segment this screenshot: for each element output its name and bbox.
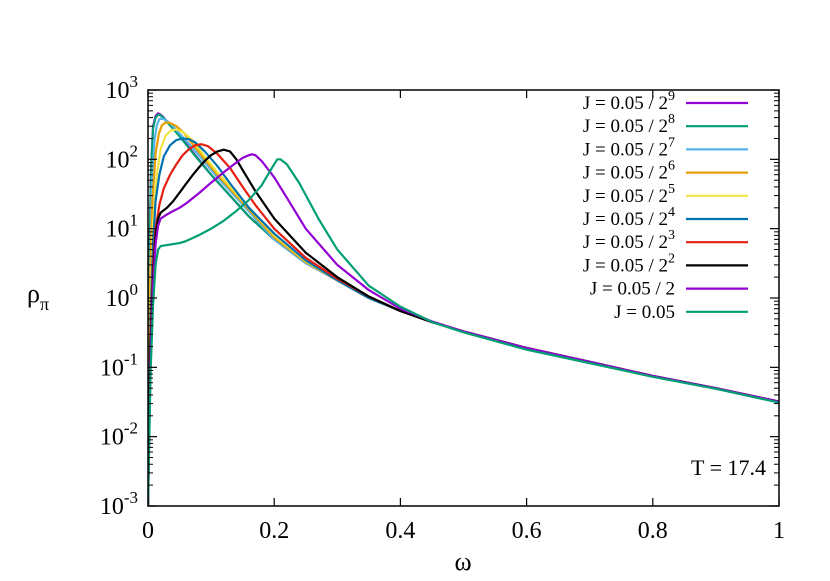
y-tick-label: 100 [106, 280, 139, 312]
legend-entry-label: J = 0.05 / 29 [583, 89, 675, 114]
x-axis-ticks: 0 0.2 0.4 0.6 0.8 1 [142, 90, 785, 544]
legend-entry-label: J = 0.05 / 2 [590, 279, 675, 300]
y-tick-label-base: 10 [100, 494, 124, 520]
legend-entry-exponent: 8 [668, 112, 675, 127]
legend-entry-label: J = 0.05 / 27 [583, 135, 675, 160]
legend-entry-name: J = 0.05 [614, 302, 675, 323]
series-line-10 [148, 158, 779, 506]
legend-entry-name: J = 0.05 / 2 [583, 209, 668, 230]
y-tick-label: 101 [106, 211, 139, 243]
legend-entry-name: J = 0.05 / 2 [583, 139, 668, 160]
y-tick-label: 102 [106, 141, 139, 173]
legend-entry-exponent: 5 [668, 182, 675, 197]
x-tick-label: 0.2 [259, 518, 289, 544]
legend-entry-name: J = 0.05 / 2 [583, 163, 668, 184]
y-tick-label-exponent: 3 [130, 72, 139, 91]
legend-entry-label: J = 0.05 [614, 302, 675, 323]
x-axis-label: ω [454, 547, 471, 576]
legend-entry-exponent: 6 [668, 159, 675, 174]
legend-entry-name: J = 0.05 / 2 [583, 93, 668, 114]
x-tick-label: 1 [773, 518, 785, 544]
y-tick-label-exponent: 1 [130, 211, 139, 230]
legend-entry-exponent: 7 [668, 135, 675, 150]
y-tick-label-exponent: -3 [124, 488, 138, 507]
y-tick-label-exponent: -1 [124, 349, 138, 368]
legend: J = 0.05 / 29J = 0.05 / 28J = 0.05 / 27J… [583, 89, 748, 323]
y-tick-label-exponent: 0 [130, 280, 139, 299]
x-tick-label: 0.6 [512, 518, 542, 544]
series-layer [148, 112, 779, 506]
legend-entry-name: J = 0.05 / 2 [583, 116, 668, 137]
y-axis-label-subscript: π [40, 294, 49, 314]
y-tick-label-exponent: 2 [130, 141, 139, 160]
legend-entry-exponent: 4 [668, 205, 675, 220]
y-tick-label-base: 10 [106, 78, 130, 104]
legend-entry-exponent: 9 [668, 89, 675, 104]
y-axis-label: ρπ [27, 279, 49, 314]
legend-entry-label: J = 0.05 / 23 [583, 228, 675, 253]
y-tick-label: 10-1 [100, 349, 138, 381]
legend-entry-label: J = 0.05 / 28 [583, 112, 675, 137]
legend-entry-label: J = 0.05 / 24 [583, 205, 675, 230]
x-tick-label: 0 [142, 518, 154, 544]
x-tick-label: 0.4 [385, 518, 415, 544]
x-tick-label: 0.8 [638, 518, 668, 544]
legend-entry-label: J = 0.05 / 22 [583, 251, 675, 276]
y-tick-label-base: 10 [106, 286, 130, 312]
y-tick-label-base: 10 [100, 355, 124, 381]
legend-entry-exponent: 2 [668, 251, 675, 266]
y-tick-label: 10-3 [100, 488, 138, 520]
y-tick-label-exponent: -2 [124, 419, 138, 438]
legend-entry-label: J = 0.05 / 25 [583, 182, 675, 207]
y-tick-label-base: 10 [106, 147, 130, 173]
legend-entry-name: J = 0.05 / 2 [590, 279, 675, 300]
legend-entry-name: J = 0.05 / 2 [583, 186, 668, 207]
temperature-annotation: T = 17.4 [691, 455, 766, 480]
legend-entry-label: J = 0.05 / 26 [583, 159, 675, 184]
y-tick-label: 103 [106, 72, 139, 104]
legend-entry-name: J = 0.05 / 2 [583, 255, 668, 276]
y-tick-label: 10-2 [100, 419, 138, 451]
y-axis-label-main: ρ [27, 279, 40, 308]
y-tick-label-base: 10 [106, 217, 130, 243]
y-tick-label-base: 10 [100, 425, 124, 451]
legend-entry-exponent: 3 [668, 228, 675, 243]
legend-entry-name: J = 0.05 / 2 [583, 232, 668, 253]
